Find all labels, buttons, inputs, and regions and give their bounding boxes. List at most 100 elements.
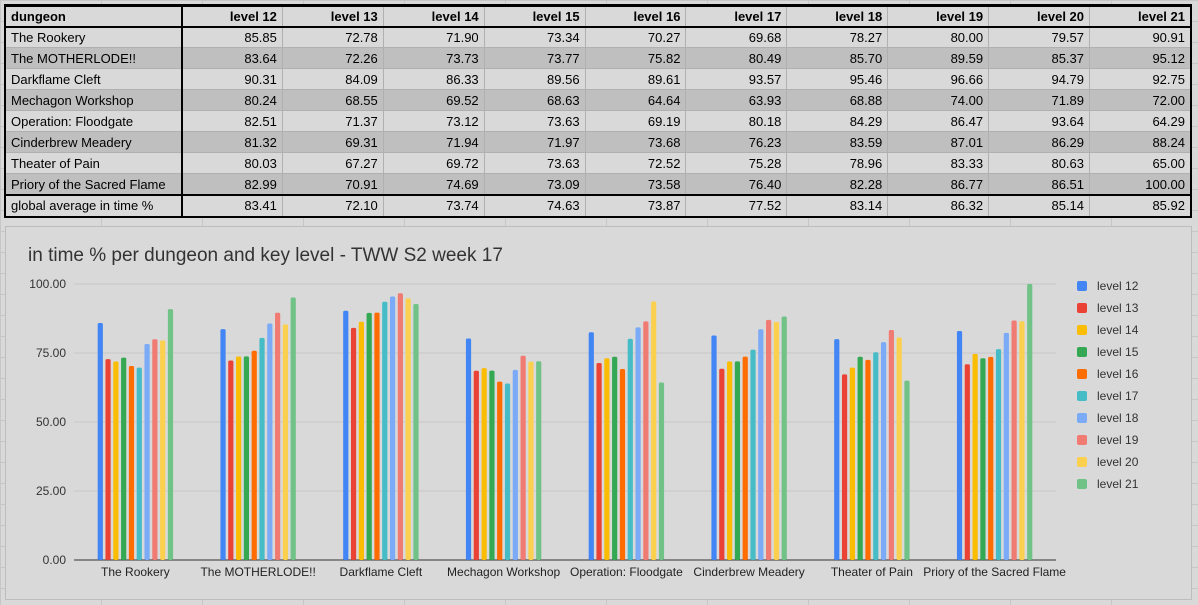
value-cell[interactable]: 65.00: [1089, 152, 1191, 174]
value-cell[interactable]: 73.63: [483, 152, 586, 174]
bar[interactable]: [97, 323, 103, 560]
bar[interactable]: [1003, 332, 1009, 560]
legend-item[interactable]: level 12: [1077, 275, 1138, 297]
value-cell[interactable]: 73.34: [483, 26, 586, 48]
legend-item[interactable]: level 21: [1077, 473, 1138, 495]
value-cell[interactable]: 71.89: [988, 89, 1091, 111]
value-cell[interactable]: 74.69: [382, 173, 485, 195]
value-cell[interactable]: 81.32: [181, 131, 283, 153]
value-cell[interactable]: 72.78: [281, 26, 384, 48]
bar[interactable]: [350, 327, 357, 560]
bar[interactable]: [236, 356, 242, 560]
value-cell[interactable]: 73.77: [483, 47, 586, 69]
header-level[interactable]: level 15: [483, 5, 586, 27]
bar[interactable]: [596, 363, 602, 560]
bar[interactable]: [758, 329, 764, 560]
average-value-cell[interactable]: 73.87: [584, 194, 687, 217]
chart-panel[interactable]: in time % per dungeon and key level - TW…: [5, 226, 1192, 600]
bar[interactable]: [880, 342, 887, 560]
value-cell[interactable]: 74.00: [887, 89, 990, 111]
value-cell[interactable]: 82.28: [786, 173, 889, 195]
dungeon-name-cell[interactable]: Operation: Floodgate: [5, 110, 182, 132]
bar[interactable]: [980, 358, 986, 560]
value-cell[interactable]: 83.64: [181, 47, 283, 69]
value-cell[interactable]: 68.88: [786, 89, 889, 111]
value-cell[interactable]: 89.59: [887, 47, 990, 69]
bar[interactable]: [964, 364, 970, 560]
value-cell[interactable]: 86.51: [988, 173, 1091, 195]
average-value-cell[interactable]: 72.10: [281, 194, 384, 217]
value-cell[interactable]: 86.29: [988, 131, 1091, 153]
average-value-cell[interactable]: 85.92: [1089, 194, 1191, 217]
value-cell[interactable]: 93.64: [988, 110, 1091, 132]
value-cell[interactable]: 69.72: [382, 152, 485, 174]
bar[interactable]: [773, 321, 780, 560]
bar[interactable]: [904, 380, 910, 560]
dungeon-name-cell[interactable]: The MOTHERLODE!!: [5, 47, 182, 69]
bar[interactable]: [343, 310, 349, 560]
bar[interactable]: [781, 316, 787, 560]
bar[interactable]: [259, 337, 265, 560]
value-cell[interactable]: 79.57: [988, 26, 1091, 48]
value-cell[interactable]: 75.82: [584, 47, 687, 69]
bar[interactable]: [612, 356, 618, 560]
header-level[interactable]: level 12: [181, 5, 283, 27]
bar[interactable]: [972, 353, 978, 560]
average-value-cell[interactable]: 85.14: [988, 194, 1091, 217]
average-label-cell[interactable]: global average in time %: [5, 194, 182, 217]
bar[interactable]: [136, 367, 142, 560]
value-cell[interactable]: 69.68: [685, 26, 788, 48]
bar[interactable]: [413, 304, 419, 560]
value-cell[interactable]: 95.12: [1089, 47, 1191, 69]
value-cell[interactable]: 64.64: [584, 89, 687, 111]
value-cell[interactable]: 75.28: [685, 152, 788, 174]
value-cell[interactable]: 80.00: [887, 26, 990, 48]
header-level[interactable]: level 20: [988, 5, 1091, 27]
value-cell[interactable]: 90.31: [181, 68, 283, 90]
bar[interactable]: [619, 369, 626, 560]
bar[interactable]: [220, 329, 226, 560]
average-value-cell[interactable]: 77.52: [685, 194, 788, 217]
value-cell[interactable]: 73.68: [584, 131, 687, 153]
bar[interactable]: [167, 309, 174, 560]
bar[interactable]: [604, 358, 610, 560]
bar[interactable]: [888, 330, 894, 560]
legend-item[interactable]: level 14: [1077, 319, 1138, 341]
bar[interactable]: [481, 368, 487, 560]
value-cell[interactable]: 84.09: [281, 68, 384, 90]
legend-item[interactable]: level 15: [1077, 341, 1138, 363]
bar[interactable]: [711, 335, 717, 560]
header-level[interactable]: level 17: [685, 5, 788, 27]
value-cell[interactable]: 72.52: [584, 152, 687, 174]
bar[interactable]: [128, 366, 135, 560]
bar[interactable]: [865, 359, 871, 560]
bar[interactable]: [658, 382, 665, 560]
value-cell[interactable]: 63.93: [685, 89, 788, 111]
dungeon-name-cell[interactable]: Darkflame Cleft: [5, 68, 182, 90]
bar[interactable]: [766, 319, 772, 560]
dungeon-name-cell[interactable]: Cinderbrew Meadery: [5, 131, 182, 153]
value-cell[interactable]: 70.27: [584, 26, 687, 48]
value-cell[interactable]: 71.94: [382, 131, 485, 153]
value-cell[interactable]: 83.33: [887, 152, 990, 174]
bar[interactable]: [228, 360, 234, 560]
value-cell[interactable]: 82.51: [181, 110, 283, 132]
bar[interactable]: [105, 359, 111, 560]
value-cell[interactable]: 94.79: [988, 68, 1091, 90]
value-cell[interactable]: 64.29: [1089, 110, 1191, 132]
bar[interactable]: [873, 352, 879, 560]
value-cell[interactable]: 68.63: [483, 89, 586, 111]
bar[interactable]: [282, 324, 289, 560]
bar[interactable]: [366, 312, 372, 560]
bar[interactable]: [651, 301, 657, 560]
bar[interactable]: [643, 321, 649, 560]
bar[interactable]: [727, 361, 733, 560]
legend-item[interactable]: level 16: [1077, 363, 1138, 385]
bar[interactable]: [995, 349, 1002, 560]
value-cell[interactable]: 76.40: [685, 173, 788, 195]
value-cell[interactable]: 73.73: [382, 47, 485, 69]
bar[interactable]: [374, 312, 380, 560]
value-cell[interactable]: 85.37: [988, 47, 1091, 69]
legend-item[interactable]: level 13: [1077, 297, 1138, 319]
bar[interactable]: [536, 361, 542, 560]
